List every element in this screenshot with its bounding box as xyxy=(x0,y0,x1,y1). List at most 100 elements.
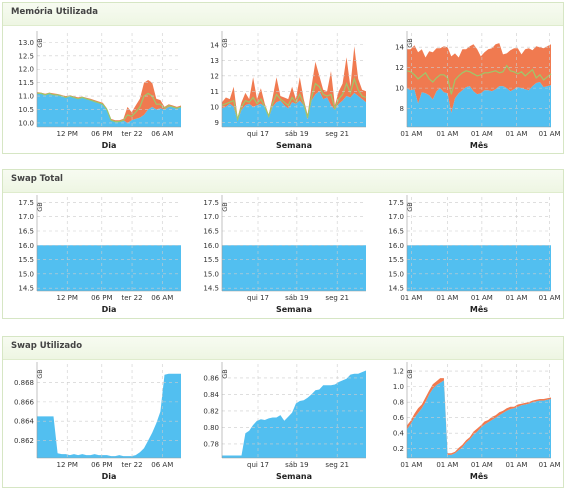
y-tick-label: 16.0 xyxy=(18,242,34,250)
y-tick-label: 0.868 xyxy=(14,379,34,387)
y-tick-label: 12 xyxy=(395,64,404,72)
x-tick-label: 01 AM xyxy=(471,294,493,302)
panel-header: Swap Utilizado xyxy=(3,337,563,360)
y-tick-label: 13.0 xyxy=(18,39,34,47)
y-tick-label: 17.0 xyxy=(18,213,34,221)
y-tick-label: 0.86 xyxy=(203,374,219,382)
period-label: Mês xyxy=(470,304,488,314)
y-tick-label: 12.0 xyxy=(18,66,34,74)
y-tick-label: 14 xyxy=(395,44,404,52)
y-tick-label: 17.5 xyxy=(388,199,404,207)
y-tick-label: 0.82 xyxy=(203,407,219,415)
period-label: Semana xyxy=(276,472,312,481)
y-tick-label: 16.0 xyxy=(388,242,404,250)
x-tick-label: 01 AM xyxy=(505,461,527,469)
x-tick-label: 01 AM xyxy=(505,294,527,302)
x-tick-label: 01 AM xyxy=(539,130,561,138)
x-tick-label: 01 AM xyxy=(505,130,527,138)
y-tick-label: 11.5 xyxy=(18,79,34,87)
unit-label: GB xyxy=(221,202,229,212)
y-tick-label: 8 xyxy=(400,105,404,113)
x-tick-label: 01 AM xyxy=(400,294,422,302)
y-tick-label: 0.80 xyxy=(203,424,219,432)
period-label: Dia xyxy=(102,305,117,314)
x-tick-label: 06 AM xyxy=(151,130,173,138)
x-tick-label: 12 PM xyxy=(57,461,78,469)
panel-swap-utilizado: Swap Utilizado xyxy=(2,336,564,488)
y-tick-label: 15.0 xyxy=(18,270,34,278)
y-tick-label: 0.84 xyxy=(203,391,219,399)
y-tick-label: 11 xyxy=(210,88,219,96)
y-tick-label: 1.2 xyxy=(393,368,404,376)
y-tick-label: 16.5 xyxy=(203,228,219,236)
unit-label: GB xyxy=(406,202,414,212)
chart-2-2: 0.2 0.4 0.6 0.8 1.0 1.2 01 AM 01 AM 01 AM 01 AM 01… xyxy=(393,362,561,481)
x-tick-label: seg 21 xyxy=(325,130,349,138)
y-tick-label: 10 xyxy=(395,85,404,93)
x-tick-label: ter 22 xyxy=(122,461,143,469)
chart-2-1: 0.78 0.80 0.82 0.84 0.86 qui 17 sáb 19 seg 21 GB… xyxy=(203,362,366,481)
x-tick-label: seg 21 xyxy=(325,294,349,302)
x-tick-label: qui 17 xyxy=(247,130,269,138)
y-tick-label: 12 xyxy=(210,72,219,80)
x-tick-label: sáb 19 xyxy=(285,461,309,469)
y-tick-label: 17.5 xyxy=(18,199,34,207)
y-tick-label: 1.0 xyxy=(393,383,404,391)
y-tick-label: 14.5 xyxy=(203,285,219,293)
period-label: Mês xyxy=(470,471,488,481)
y-tick-label: 0.78 xyxy=(203,440,219,448)
x-tick-label: ter 22 xyxy=(122,130,143,138)
x-tick-label: 01 AM xyxy=(400,130,422,138)
y-tick-label: 14.5 xyxy=(18,285,34,293)
y-tick-label: 16.0 xyxy=(203,242,219,250)
x-tick-label: 01 AM xyxy=(436,294,458,302)
chart-0-2: 8 10 12 14 01 AM 01 AM 01 AM 01 AM 01 AM GB Mês xyxy=(395,31,561,150)
series-area-0 xyxy=(407,245,551,291)
x-tick-label: 12 PM xyxy=(57,294,78,302)
y-tick-label: 13 xyxy=(210,57,219,65)
x-tick-label: 01 AM xyxy=(436,461,458,469)
y-tick-label: 10.5 xyxy=(18,106,34,114)
y-tick-label: 9 xyxy=(215,119,219,127)
y-tick-label: 15.5 xyxy=(18,256,34,264)
x-tick-label: qui 17 xyxy=(247,461,269,469)
panel-header: Swap Total xyxy=(3,170,563,193)
x-tick-label: 01 AM xyxy=(436,130,458,138)
unit-label: GB xyxy=(221,369,229,379)
x-tick-label: 06 AM xyxy=(151,461,173,469)
y-tick-label: 14.5 xyxy=(388,285,404,293)
y-tick-label: 15.5 xyxy=(203,256,219,264)
unit-label: GB xyxy=(36,38,44,48)
period-label: Dia xyxy=(102,472,117,481)
y-tick-label: 15.0 xyxy=(203,270,219,278)
x-tick-label: 01 AM xyxy=(539,294,561,302)
y-tick-label: 16.5 xyxy=(388,228,404,236)
x-tick-label: sáb 19 xyxy=(285,294,309,302)
y-tick-label: 0.2 xyxy=(393,445,404,453)
y-tick-label: 0.8 xyxy=(393,399,404,407)
y-tick-label: 10 xyxy=(210,103,219,111)
y-tick-label: 15.0 xyxy=(388,270,404,278)
x-tick-label: 06 PM xyxy=(91,130,112,138)
unit-label: GB xyxy=(36,369,44,379)
chart-0-1: 9 10 11 12 13 14 qui 17 sáb 19 seg 21 GB Semana xyxy=(210,31,367,150)
y-tick-label: 0.4 xyxy=(393,430,405,438)
series-area-1 xyxy=(37,80,181,123)
x-tick-label: 06 AM xyxy=(151,294,173,302)
y-tick-label: 0.6 xyxy=(393,414,405,422)
panel-title: Memória Utilizada xyxy=(11,7,98,17)
period-label: Semana xyxy=(276,305,312,314)
y-tick-label: 0.862 xyxy=(14,437,34,445)
y-tick-label: 17.0 xyxy=(388,213,404,221)
panel-title: Swap Total xyxy=(11,174,63,184)
x-tick-label: 06 PM xyxy=(91,461,112,469)
y-tick-label: 14 xyxy=(210,41,219,49)
series-area-0 xyxy=(222,245,366,291)
x-tick-label: 12 PM xyxy=(57,130,78,138)
trend-line xyxy=(221,76,367,122)
chart-2-0: 0.862 0.864 0.866 0.868 12 PM 06 PM ter 22 06 A… xyxy=(14,362,181,481)
x-tick-label: ter 22 xyxy=(122,294,143,302)
y-tick-label: 16.5 xyxy=(18,228,34,236)
x-tick-label: 01 AM xyxy=(539,461,561,469)
